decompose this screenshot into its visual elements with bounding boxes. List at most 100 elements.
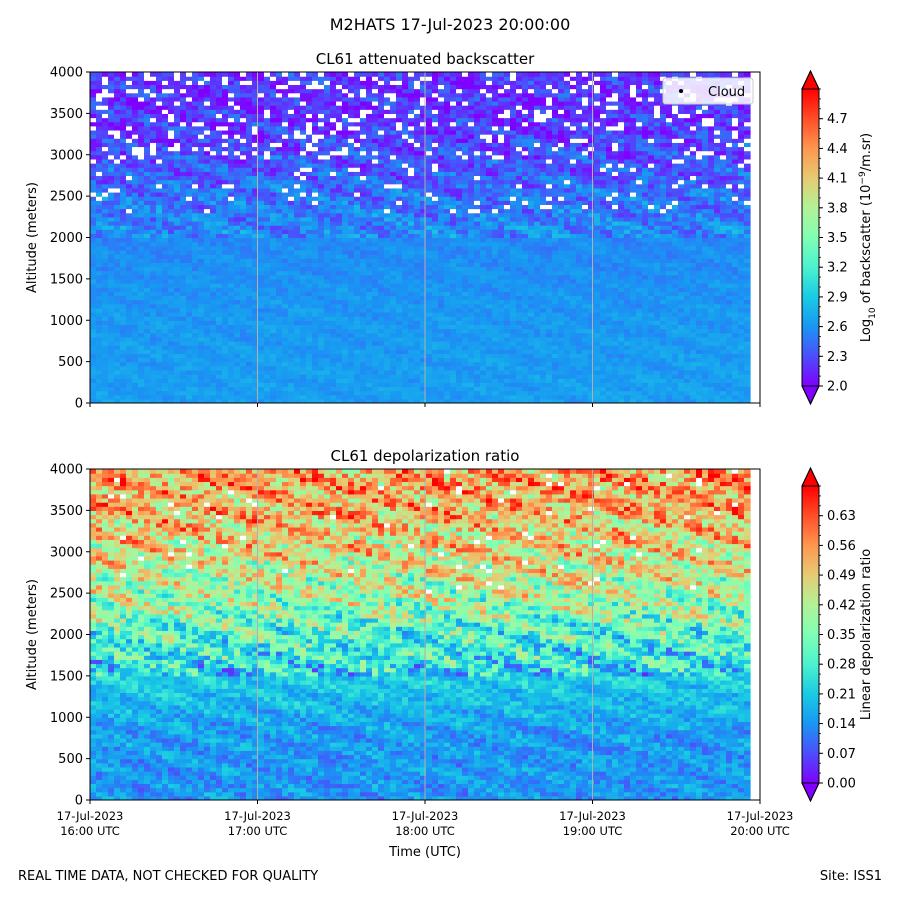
heatmap-cell — [150, 336, 157, 342]
heatmap-cell — [198, 237, 205, 243]
heatmap-cell — [528, 386, 535, 392]
heatmap-cell — [180, 311, 187, 317]
heatmap-cell — [402, 237, 409, 243]
heatmap-cell — [612, 394, 619, 400]
heatmap-cell — [276, 291, 283, 297]
heatmap-cell — [330, 332, 337, 338]
heatmap-cell — [396, 299, 403, 305]
heatmap-cell — [588, 220, 595, 226]
heatmap-cell — [90, 220, 97, 226]
heatmap-cell — [378, 386, 385, 392]
heatmap-cell — [600, 378, 607, 383]
heatmap-cell — [744, 249, 751, 255]
heatmap-cell — [138, 340, 145, 346]
heatmap-cell — [504, 357, 511, 363]
heatmap-cell — [636, 316, 643, 321]
heatmap-cell — [648, 241, 655, 247]
heatmap-cell — [744, 237, 751, 243]
heatmap-cell — [528, 266, 535, 272]
heatmap-cell — [426, 332, 433, 338]
heatmap-cell — [144, 328, 151, 334]
heatmap-cell — [588, 345, 595, 350]
heatmap-cell — [492, 262, 499, 268]
heatmap-cell — [672, 283, 679, 288]
heatmap-cell — [630, 365, 637, 371]
heatmap-cell — [552, 374, 559, 379]
heatmap-cell — [594, 390, 601, 396]
heatmap-cell — [234, 233, 241, 239]
heatmap-cell — [684, 353, 691, 359]
heatmap-cell — [678, 311, 685, 317]
heatmap-cell — [342, 258, 349, 263]
heatmap-cell — [678, 241, 685, 247]
heatmap-cell — [132, 233, 139, 239]
heatmap-cell — [480, 361, 487, 367]
heatmap-cell — [210, 245, 217, 251]
heatmap-cell — [588, 274, 595, 280]
heatmap-cell — [720, 216, 727, 222]
heatmap-cell — [540, 241, 547, 247]
heatmap-cell — [528, 245, 535, 251]
heatmap-cell — [252, 365, 259, 371]
heatmap-cell — [714, 229, 721, 234]
heatmap-cell — [408, 336, 415, 342]
heatmap-cell — [408, 241, 415, 247]
heatmap-cell — [612, 249, 619, 255]
heatmap-cell — [504, 378, 511, 383]
heatmap-cell — [408, 374, 415, 379]
heatmap-cell — [516, 216, 523, 222]
heatmap-cell — [690, 216, 697, 222]
heatmap-cell — [576, 291, 583, 297]
heatmap-cell — [648, 295, 655, 301]
heatmap-cell — [552, 241, 559, 247]
heatmap-cell — [228, 225, 235, 230]
heatmap-cell — [564, 382, 571, 388]
heatmap-cell — [144, 394, 151, 400]
heatmap-cell — [594, 353, 601, 359]
heatmap-cell — [306, 237, 313, 243]
heatmap-cell — [264, 233, 271, 239]
heatmap-cell — [276, 398, 283, 403]
heatmap-cell — [90, 336, 97, 342]
heatmap-cell — [414, 336, 421, 342]
heatmap-cell — [450, 365, 457, 371]
heatmap-cell — [462, 353, 469, 359]
heatmap-cell — [402, 233, 409, 239]
heatmap-cell — [384, 220, 391, 226]
heatmap-cell — [540, 291, 547, 297]
heatmap-cell — [510, 241, 517, 247]
heatmap-cell — [540, 266, 547, 272]
heatmap-cell — [336, 249, 343, 255]
heatmap-cell — [588, 262, 595, 268]
heatmap-cell — [552, 270, 559, 276]
heatmap-cell — [504, 311, 511, 317]
heatmap-cell — [696, 332, 703, 338]
heatmap-cell — [432, 394, 439, 400]
heatmap-cell — [372, 225, 379, 230]
heatmap-cell — [612, 336, 619, 342]
heatmap-cell — [468, 254, 475, 259]
heatmap-cell — [330, 212, 337, 218]
heatmap-cell — [654, 274, 661, 280]
heatmap-cell — [678, 220, 685, 226]
heatmap-cell — [222, 274, 229, 280]
heatmap-cell — [600, 307, 607, 313]
heatmap-cell — [450, 349, 457, 354]
heatmap-cell — [594, 249, 601, 255]
heatmap-cell — [432, 233, 439, 239]
heatmap-cell — [150, 299, 157, 305]
heatmap-cell — [648, 369, 655, 375]
heatmap-cell — [510, 270, 517, 276]
heatmap-cell — [162, 278, 169, 284]
heatmap-cell — [270, 220, 277, 226]
heatmap-cell — [486, 374, 493, 379]
heatmap-cell — [504, 307, 511, 313]
heatmap-cell — [714, 398, 721, 403]
heatmap-cell — [540, 353, 547, 359]
heatmap-cell — [210, 320, 217, 325]
heatmap-cell — [222, 262, 229, 268]
heatmap-cell — [732, 303, 739, 309]
heatmap-cell — [498, 320, 505, 325]
heatmap-cell — [258, 278, 265, 284]
heatmap-cell — [342, 349, 349, 354]
